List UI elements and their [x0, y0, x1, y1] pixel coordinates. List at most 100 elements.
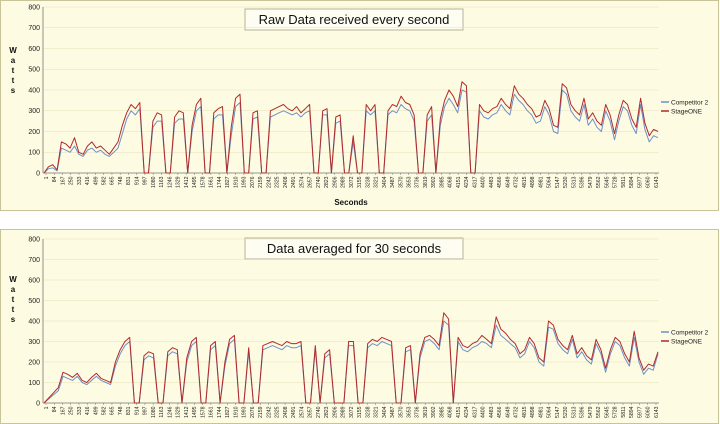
- x-tick-label: 2076: [250, 176, 256, 188]
- x-tick-label: 1329: [176, 176, 182, 188]
- x-tick-label: 3570: [398, 176, 404, 188]
- x-tick-label: 3155: [357, 176, 363, 188]
- x-tick-label: 3985: [439, 176, 445, 188]
- x-tick-label: 831: [126, 176, 132, 185]
- series-line-stageone: [43, 81, 659, 174]
- x-tick-label: 997: [143, 176, 149, 185]
- x-tick-label: 1661: [209, 176, 215, 188]
- x-tick-label: 1661: [209, 406, 215, 418]
- x-tick-label: 2823: [324, 406, 330, 418]
- x-tick-label: 4898: [530, 176, 536, 188]
- x-tick-label: 333: [77, 406, 83, 415]
- series-line-stageone: [43, 312, 659, 404]
- chart-title-box: [244, 237, 464, 260]
- x-tick-label: 4732: [514, 406, 520, 418]
- x-tick-label: 5894: [629, 406, 635, 418]
- x-tick-label: 665: [110, 176, 116, 185]
- x-tick-label: 4151: [456, 406, 462, 418]
- x-tick-label: 4981: [538, 176, 544, 188]
- x-tick-label: 4898: [530, 406, 536, 418]
- x-tick-label: 5479: [588, 176, 594, 188]
- x-tick-label: 2159: [258, 406, 264, 418]
- x-tick-label: 250: [69, 176, 75, 185]
- y-tick-label: 400: [28, 87, 40, 94]
- legend-entry: StageONE: [671, 108, 703, 115]
- x-tick-label: 3653: [407, 406, 413, 418]
- y-axis-label: Watts: [8, 275, 17, 325]
- x-tick-label: 1744: [217, 406, 223, 418]
- x-tick-label: 1: [44, 176, 50, 179]
- x-tick-label: 4566: [497, 176, 503, 188]
- x-tick-label: 5313: [571, 406, 577, 418]
- x-tick-label: 3985: [439, 406, 445, 418]
- y-tick-label: 400: [28, 318, 40, 325]
- x-tick-label: 2242: [266, 176, 272, 188]
- x-tick-label: 3155: [357, 406, 363, 418]
- x-tick-label: 2076: [250, 406, 256, 418]
- x-tick-label: 2906: [332, 176, 338, 188]
- x-tick-label: 2906: [332, 406, 338, 418]
- x-tick-label: 5064: [547, 406, 553, 418]
- x-tick-label: 4068: [448, 176, 454, 188]
- y-tick-label: 100: [28, 380, 40, 387]
- x-tick-label: 2740: [316, 176, 322, 188]
- legend-entry: StageONE: [671, 338, 703, 345]
- x-tick-label: 4400: [481, 406, 487, 418]
- x-tick-label: 4400: [481, 176, 487, 188]
- x-tick-label: 748: [118, 176, 124, 185]
- y-tick-label: 800: [28, 4, 40, 11]
- y-tick-label: 200: [28, 359, 40, 366]
- x-tick-label: 6060: [646, 176, 652, 188]
- x-axis-label: Seconds: [334, 198, 368, 207]
- y-tick-label: 700: [28, 25, 40, 32]
- x-tick-label: 5396: [580, 406, 586, 418]
- x-tick-label: 2325: [275, 176, 281, 188]
- x-tick-label: 831: [126, 406, 132, 415]
- x-tick-label: 665: [110, 406, 116, 415]
- x-tick-label: 914: [134, 176, 140, 185]
- x-tick-label: 2242: [266, 406, 272, 418]
- x-tick-label: 4317: [472, 406, 478, 418]
- x-tick-label: 3321: [374, 176, 380, 188]
- x-tick-label: 4317: [472, 176, 478, 188]
- x-tick-label: 5977: [637, 176, 643, 188]
- x-tick-label: 84: [52, 406, 58, 412]
- x-tick-label: 4649: [505, 176, 511, 188]
- x-tick-label: 2325: [275, 406, 281, 418]
- x-tick-label: 4234: [464, 176, 470, 188]
- x-tick-label: 2408: [283, 176, 289, 188]
- x-tick-label: 2823: [324, 176, 330, 188]
- x-tick-label: 3321: [374, 406, 380, 418]
- x-tick-label: 416: [85, 406, 91, 415]
- legend-entry: Competitor 2: [671, 99, 709, 106]
- x-tick-label: 3072: [349, 406, 355, 418]
- x-tick-label: 5977: [637, 406, 643, 418]
- x-tick-label: 4566: [497, 406, 503, 418]
- series-line-competitor-2: [43, 320, 659, 404]
- x-tick-label: 914: [134, 406, 140, 415]
- x-tick-label: 5147: [555, 176, 561, 188]
- x-tick-label: 1910: [233, 406, 239, 418]
- averaged-data-chart-panel: Data averaged for 30 seconds 0 100 200 300 40…: [0, 229, 719, 424]
- x-tick-label: 1578: [200, 176, 206, 188]
- x-tick-label: 5645: [604, 406, 610, 418]
- x-tick-label: 3653: [407, 176, 413, 188]
- x-tick-label: 3570: [398, 406, 404, 418]
- x-tick-label: 5728: [613, 406, 619, 418]
- x-tick-label: 4815: [522, 176, 528, 188]
- x-tick-label: 333: [77, 176, 83, 185]
- x-tick-label: 997: [143, 406, 149, 415]
- x-tick-label: 167: [60, 406, 66, 415]
- x-tick-label: 748: [118, 406, 124, 415]
- x-tick-label: 1495: [192, 406, 198, 418]
- legend-entry: Competitor 2: [671, 329, 709, 336]
- x-tick-label: 3736: [415, 176, 421, 188]
- x-tick-label: 582: [102, 406, 108, 415]
- x-tick-label: 2574: [299, 406, 305, 418]
- chart-title: Raw Data received every second: [259, 12, 450, 27]
- x-tick-label: 5728: [613, 176, 619, 188]
- x-tick-label: 5811: [621, 176, 627, 187]
- x-tick-label: 1578: [200, 406, 206, 418]
- x-tick-label: 5894: [629, 176, 635, 188]
- y-tick-label: 0: [36, 400, 40, 407]
